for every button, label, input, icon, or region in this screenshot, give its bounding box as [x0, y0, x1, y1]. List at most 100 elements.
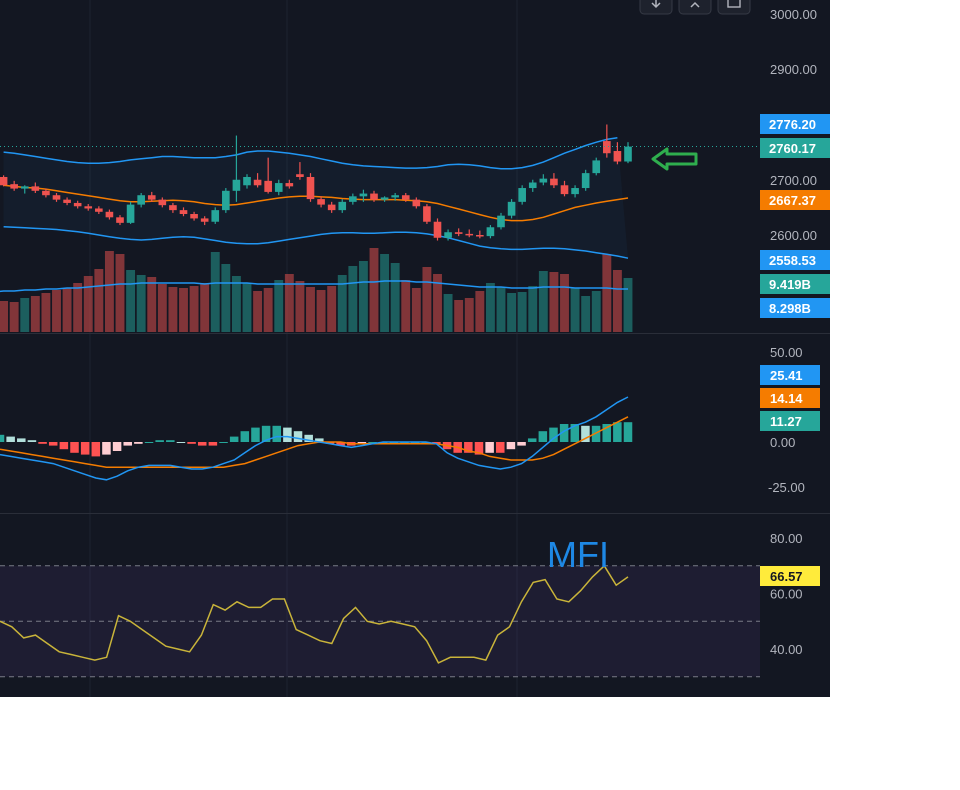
candle [126, 201, 135, 224]
volume-bar [507, 293, 517, 332]
volume-bar [168, 287, 178, 332]
toolbar [639, 0, 751, 15]
volume-bar [538, 271, 548, 332]
mfi-panel [0, 564, 760, 678]
macd-histogram-bar [559, 424, 569, 442]
macd-histogram-bar [144, 442, 154, 443]
mfi-line [0, 564, 629, 664]
volume-bar [104, 251, 114, 332]
macd-histogram-bar [59, 442, 69, 450]
volume-bar [157, 284, 167, 332]
panel-separators [0, 333, 830, 514]
volume-bar [231, 276, 241, 332]
macd-histogram-bar [17, 438, 26, 442]
volume-bar [337, 275, 347, 332]
macd-histogram-bar [112, 442, 122, 451]
macd-histogram-bar [570, 424, 580, 442]
volume-bar [475, 291, 485, 332]
chart-area: 3000.002900.002800.002700.002600.002776.… [0, 0, 830, 697]
volume-bar [115, 254, 125, 332]
volume-bar [464, 298, 474, 332]
price-axis: 3000.002900.002800.002700.002600.002776.… [760, 7, 830, 657]
volume-bar [126, 270, 136, 332]
vertical-gridlines [89, 0, 518, 697]
mfi-tick-label: 40.00 [770, 642, 803, 657]
macd-histogram-bar [38, 442, 47, 444]
candle [137, 193, 145, 208]
macd-histogram-bar [591, 425, 601, 442]
macd-histogram-bar [251, 427, 260, 442]
candle [211, 207, 220, 224]
macd-histogram-bar [613, 422, 622, 442]
macd-histogram-bar [432, 442, 441, 444]
volume-bar [221, 264, 231, 332]
volume-bar [30, 296, 40, 332]
candle [296, 162, 304, 180]
price-tick-label: 2600.00 [770, 228, 817, 243]
macd-histogram-bar [123, 442, 132, 446]
volume-bar [136, 275, 146, 332]
macd-badge: 25.41 [760, 365, 820, 385]
trading-chart: 3000.002900.002800.002700.002600.002776.… [0, 0, 830, 697]
macd-histogram-bar [261, 425, 271, 442]
candle [10, 180, 18, 191]
candle [486, 225, 495, 239]
candle [169, 202, 177, 213]
volume-bar [274, 280, 284, 332]
candle [338, 199, 347, 213]
macd-histogram-bar [325, 442, 335, 444]
macd-histogram-bar [102, 442, 111, 455]
price-badge: 9.419B [760, 274, 830, 294]
macd-tick-label: 50.00 [770, 345, 803, 360]
svg-text:8.298B: 8.298B [769, 301, 811, 316]
macd-histogram-bar [581, 425, 590, 442]
macd-panel [0, 396, 633, 481]
volume-bar [549, 272, 559, 332]
macd-histogram-bar [229, 436, 239, 442]
candle [285, 179, 294, 189]
mfi-badge: 66.57 [760, 566, 820, 586]
candle [560, 180, 569, 197]
volume-bar [83, 276, 93, 332]
price-tick-label: 2900.00 [770, 62, 817, 77]
macd-histogram-bar [70, 442, 79, 453]
svg-text:2558.53: 2558.53 [769, 253, 816, 268]
volume-bar [147, 277, 157, 332]
candle [624, 142, 632, 164]
macd-histogram-bar [272, 425, 282, 442]
svg-text:66.57: 66.57 [770, 569, 803, 584]
svg-text:2760.17: 2760.17 [769, 141, 816, 156]
volume-bar [528, 286, 538, 332]
macd-histogram-bar [506, 442, 516, 450]
macd-signal-line [0, 416, 629, 468]
macd-histogram-bar [187, 442, 196, 444]
svg-text:2667.37: 2667.37 [769, 193, 816, 208]
volume-bar [612, 270, 622, 332]
volume-bar [41, 293, 51, 332]
macd-histogram-bar [27, 440, 37, 442]
candle [253, 173, 262, 188]
volume-bar [348, 266, 358, 332]
macd-histogram-bar [283, 427, 292, 442]
candle [370, 190, 378, 202]
candle [349, 193, 357, 205]
volume-bar [358, 261, 368, 332]
candle [518, 185, 526, 205]
price-tick-label: 2700.00 [770, 173, 817, 188]
bollinger-lines [3, 137, 629, 259]
svg-text:25.41: 25.41 [770, 368, 803, 383]
candle [571, 185, 579, 198]
volume-bar [179, 288, 188, 332]
macd-histogram-bar [6, 436, 15, 442]
macd-histogram-bar [80, 442, 90, 455]
bb-upper-line [3, 137, 618, 170]
collapse-button[interactable] [678, 0, 712, 15]
macd-histogram-bar [623, 422, 633, 442]
mfi-tick-label: 80.00 [770, 531, 803, 546]
candle [391, 193, 399, 201]
macd-histogram-bar [538, 431, 548, 442]
macd-histogram-bar [549, 427, 558, 442]
mfi-title: MFI [547, 534, 609, 575]
volume-bar [52, 290, 61, 332]
candle [444, 229, 452, 241]
